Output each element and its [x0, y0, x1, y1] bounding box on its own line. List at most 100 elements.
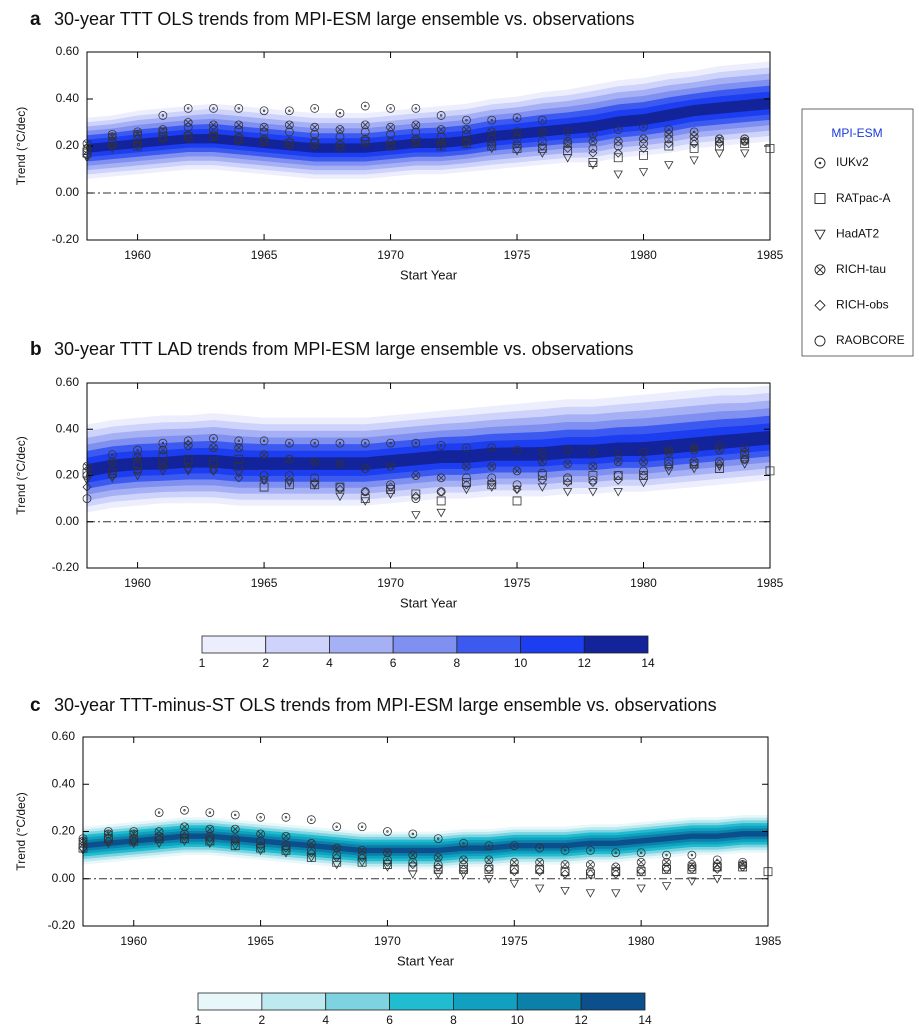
x-tick-label: 1975 [504, 576, 531, 590]
obs-marker [689, 443, 699, 453]
obs-marker [234, 137, 244, 147]
legend-label: RAOBCORE [836, 333, 905, 347]
y-tick-label: 0.60 [56, 44, 80, 58]
obs-marker [357, 852, 367, 863]
obs-marker [639, 447, 648, 457]
obs-marker [687, 864, 697, 874]
obs-marker [512, 485, 522, 495]
obs-marker [209, 125, 218, 134]
obs-marker [487, 473, 497, 483]
colorbar-label: 6 [390, 656, 397, 670]
colorbar-cell [389, 992, 454, 1011]
colorbar-cell [261, 992, 327, 1011]
chart-title: 30-year TTT LAD trends from MPI-ESM larg… [54, 339, 634, 359]
colorbar-label: 2 [262, 656, 269, 670]
obs-marker [335, 459, 345, 469]
obs-marker [158, 457, 168, 467]
legend-label: RICH-tau [836, 262, 886, 276]
y-tick-label: 0.20 [56, 138, 80, 152]
obs-marker [512, 134, 522, 144]
obs-marker [107, 466, 117, 476]
obs-marker [411, 134, 421, 144]
obs-marker [158, 134, 168, 144]
obs-marker [382, 857, 393, 867]
obs-marker [537, 115, 547, 125]
chart-title: 30-year TTT OLS trends from MPI-ESM larg… [54, 9, 635, 29]
obs-marker [360, 127, 370, 137]
obs-marker [588, 461, 598, 471]
colorbar-label: 1 [199, 656, 206, 670]
obs-marker [411, 104, 421, 113]
obs-marker [360, 134, 370, 144]
obs-marker [82, 139, 92, 149]
x-tick-label: 1965 [251, 248, 278, 262]
obs-marker [714, 459, 724, 469]
obs-marker [386, 104, 395, 113]
obs-marker [306, 846, 316, 855]
obs-marker [357, 822, 367, 832]
obs-marker [687, 850, 697, 860]
y-tick-label: 0.20 [52, 824, 76, 838]
obs-marker [133, 127, 142, 137]
obs-marker [209, 459, 218, 469]
obs-marker [284, 139, 294, 149]
obs-marker [335, 482, 345, 492]
obs-marker [107, 132, 117, 141]
obs-marker [284, 120, 294, 130]
obs-marker [158, 467, 168, 476]
obs-marker [535, 864, 545, 874]
obs-marker [411, 136, 421, 146]
obs-marker [585, 889, 596, 898]
legend-marker [814, 335, 826, 347]
obs-marker [535, 867, 545, 877]
obs-marker [662, 864, 671, 874]
colorbar-cell [265, 635, 330, 654]
obs-marker [158, 438, 168, 448]
obs-marker [205, 834, 215, 844]
obs-marker [259, 137, 269, 147]
obs-marker [234, 104, 244, 113]
obs-marker [740, 454, 750, 464]
obs-marker [306, 838, 316, 848]
x-tick-label: 1980 [630, 576, 657, 590]
obs-marker [360, 438, 370, 448]
obs-marker [284, 471, 294, 480]
x-tick-label: 1960 [120, 934, 147, 948]
obs-marker [408, 829, 418, 839]
obs-marker [560, 860, 570, 869]
obs-marker [208, 466, 219, 476]
obs-marker [487, 134, 497, 144]
y-tick-label: 0.00 [56, 185, 80, 199]
obs-marker [180, 829, 189, 839]
obs-marker [385, 482, 396, 492]
colorbar-cell [325, 992, 390, 1011]
obs-marker [259, 471, 269, 480]
obs-marker [689, 457, 699, 467]
obs-marker [588, 136, 598, 146]
obs-marker [687, 860, 697, 869]
obs-marker [284, 127, 294, 137]
obs-marker [183, 463, 193, 474]
colorbar-cell [516, 992, 582, 1011]
obs-marker [487, 115, 497, 125]
obs-marker [712, 875, 722, 884]
obs-marker [563, 459, 573, 469]
x-tick-label: 1980 [630, 248, 657, 262]
obs-marker [183, 132, 193, 141]
colorbar-cell [580, 992, 646, 1011]
legend-marker [814, 193, 826, 205]
y-tick-label: 0.00 [52, 871, 76, 885]
obs-marker [284, 438, 294, 448]
obs-marker [664, 141, 674, 151]
obs-marker [386, 461, 395, 471]
x-tick-label: 1970 [377, 576, 404, 590]
obs-marker [284, 106, 294, 116]
obs-marker [183, 441, 193, 450]
obs-marker [234, 443, 244, 453]
obs-marker [611, 862, 621, 872]
colorbar-label: 14 [638, 1013, 652, 1027]
obs-marker [310, 104, 320, 113]
obs-marker [563, 127, 573, 137]
obs-marker [639, 466, 648, 476]
obs-marker [205, 808, 215, 817]
